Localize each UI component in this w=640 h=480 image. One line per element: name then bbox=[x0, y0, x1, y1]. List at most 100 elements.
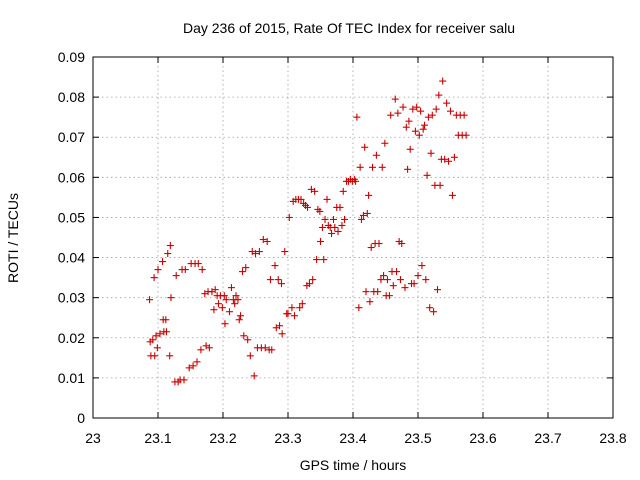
data-point bbox=[316, 207, 324, 215]
data-point bbox=[409, 105, 417, 113]
data-point bbox=[328, 229, 336, 237]
data-point bbox=[146, 296, 154, 304]
data-point bbox=[448, 191, 456, 199]
data-point bbox=[297, 195, 305, 203]
data-point bbox=[162, 316, 170, 324]
data-point bbox=[414, 272, 422, 280]
data-point bbox=[198, 266, 206, 274]
data-point bbox=[149, 336, 157, 344]
data-point bbox=[443, 99, 451, 107]
data-point bbox=[244, 336, 252, 344]
data-point bbox=[271, 262, 279, 270]
data-point bbox=[240, 332, 248, 340]
data-point bbox=[255, 248, 263, 256]
data-point bbox=[220, 292, 228, 300]
y-axis-label: ROTI / TECUs bbox=[5, 193, 21, 283]
data-point bbox=[353, 113, 361, 121]
data-point bbox=[185, 364, 193, 372]
data-point bbox=[193, 358, 201, 366]
data-point bbox=[411, 127, 419, 135]
data-point bbox=[375, 240, 383, 248]
y-tick-label: 0.03 bbox=[58, 290, 85, 306]
data-point bbox=[153, 344, 161, 352]
data-point bbox=[227, 284, 235, 292]
data-point bbox=[432, 105, 440, 113]
data-point bbox=[417, 107, 425, 115]
data-point bbox=[167, 294, 175, 302]
x-tick-label: 23.6 bbox=[469, 430, 496, 446]
data-point bbox=[410, 280, 418, 288]
data-point bbox=[222, 296, 230, 304]
data-point bbox=[154, 266, 162, 274]
data-point bbox=[380, 272, 388, 280]
data-point bbox=[250, 372, 258, 380]
data-point bbox=[152, 332, 160, 340]
data-point bbox=[288, 304, 296, 312]
x-tick-label: 23.2 bbox=[209, 430, 236, 446]
data-point bbox=[234, 296, 242, 304]
data-point bbox=[372, 151, 380, 159]
data-point bbox=[338, 221, 346, 229]
data-point bbox=[266, 276, 274, 284]
data-point bbox=[374, 288, 382, 296]
y-tick-label: 0.07 bbox=[58, 129, 85, 145]
data-point bbox=[231, 300, 239, 308]
x-tick-label: 23.3 bbox=[274, 430, 301, 446]
x-tick-label: 23.4 bbox=[339, 430, 366, 446]
data-point bbox=[239, 268, 246, 276]
data-point bbox=[281, 248, 289, 256]
y-tick-label: 0.06 bbox=[58, 169, 85, 185]
x-tick-label: 23.1 bbox=[144, 430, 171, 446]
x-tick-label: 23.8 bbox=[599, 430, 626, 446]
y-tick-label: 0 bbox=[77, 410, 85, 426]
data-point bbox=[309, 276, 317, 284]
data-point bbox=[367, 244, 375, 252]
data-point bbox=[334, 227, 342, 235]
data-point bbox=[159, 258, 167, 266]
data-point bbox=[405, 117, 413, 125]
data-point bbox=[426, 304, 434, 312]
data-point bbox=[298, 300, 306, 308]
data-point bbox=[355, 304, 363, 312]
data-point bbox=[377, 276, 385, 284]
data-point bbox=[304, 203, 311, 211]
data-point bbox=[321, 215, 329, 223]
data-point bbox=[398, 240, 406, 248]
data-point bbox=[462, 131, 470, 139]
data-point bbox=[385, 292, 393, 300]
data-point bbox=[362, 288, 370, 296]
data-point bbox=[276, 322, 284, 330]
data-point bbox=[423, 171, 431, 179]
data-point bbox=[365, 191, 373, 199]
data-point bbox=[421, 121, 428, 129]
data-point bbox=[381, 139, 389, 147]
data-point bbox=[427, 149, 435, 157]
data-point bbox=[274, 276, 282, 284]
data-point bbox=[221, 320, 229, 328]
data-point bbox=[447, 107, 454, 115]
y-tick-label: 0.05 bbox=[58, 209, 85, 225]
data-point bbox=[424, 113, 432, 121]
data-point bbox=[205, 344, 213, 352]
data-point bbox=[194, 260, 202, 268]
data-point bbox=[278, 330, 286, 338]
y-tick-label: 0.02 bbox=[58, 330, 85, 346]
data-point bbox=[330, 215, 337, 223]
data-point bbox=[460, 111, 468, 119]
data-point bbox=[164, 250, 172, 258]
data-point bbox=[363, 209, 371, 217]
data-point bbox=[166, 242, 174, 250]
data-point bbox=[181, 266, 189, 274]
data-point bbox=[285, 213, 293, 221]
data-point bbox=[278, 280, 285, 288]
data-point bbox=[413, 103, 421, 111]
data-point bbox=[226, 308, 233, 316]
data-point bbox=[180, 376, 188, 384]
y-tick-label: 0.08 bbox=[58, 89, 85, 105]
data-point bbox=[393, 268, 401, 276]
data-point bbox=[387, 111, 395, 119]
y-tick-label: 0.04 bbox=[58, 250, 85, 266]
x-tick-label: 23 bbox=[85, 430, 101, 446]
data-point bbox=[419, 125, 427, 133]
data-point bbox=[313, 256, 321, 264]
